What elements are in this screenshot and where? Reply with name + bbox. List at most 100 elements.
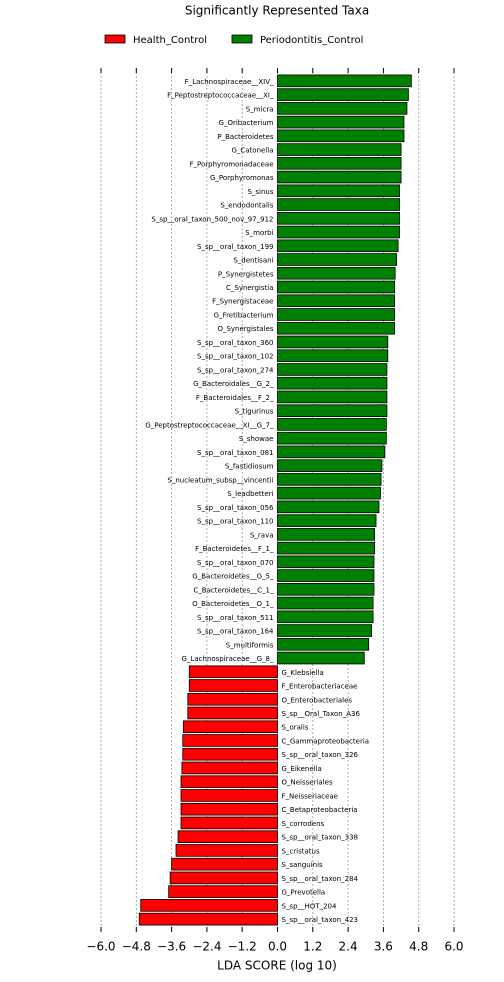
category-label: S_rava bbox=[250, 531, 274, 539]
bar bbox=[277, 486, 381, 500]
category-label: O_Bacteroidetes__O_1_ bbox=[192, 600, 274, 608]
bar bbox=[277, 610, 374, 624]
category-label: S_sp__Oral_Taxon_A36 bbox=[282, 710, 361, 718]
category-label: S_sp__oral_taxon_199 bbox=[197, 243, 273, 251]
bar bbox=[171, 857, 278, 871]
bar bbox=[277, 335, 389, 349]
bar bbox=[277, 294, 395, 308]
category-label: F_Neisseriaceae bbox=[282, 792, 338, 800]
bar bbox=[277, 308, 395, 321]
category-label: S_sp__oral_taxon_500_nov_97_912 bbox=[151, 215, 273, 223]
category-label: S_sanguinis bbox=[282, 861, 324, 869]
bar bbox=[277, 376, 388, 390]
bar bbox=[277, 157, 402, 170]
category-label: P_Bacteroidetes bbox=[217, 133, 273, 141]
category-label: S_endodontalis bbox=[220, 202, 273, 210]
category-label: P_Synergistetes bbox=[218, 270, 274, 278]
legend-swatch bbox=[104, 34, 126, 44]
x-tick-label: 6.0 bbox=[444, 940, 463, 954]
category-label: C_Betaproteobacteria bbox=[282, 806, 358, 814]
legend-swatch bbox=[231, 34, 253, 44]
legend-label: Periodontitis_Control bbox=[260, 35, 363, 46]
chart-title: Significantly Represented Taxa bbox=[185, 4, 369, 18]
category-label: S_leadbetteri bbox=[227, 490, 273, 498]
bar bbox=[277, 555, 375, 569]
bar bbox=[138, 912, 278, 926]
bar bbox=[277, 239, 399, 253]
bar bbox=[277, 253, 398, 266]
bar bbox=[277, 541, 375, 555]
x-axis-label: LDA SCORE (log 10) bbox=[217, 959, 337, 973]
category-label: G_Fretibacterium bbox=[214, 311, 274, 319]
category-label: F_Peptostreptococcaceae__XI_ bbox=[167, 92, 274, 100]
bar bbox=[188, 679, 278, 692]
bar bbox=[277, 637, 370, 651]
bar bbox=[182, 720, 278, 734]
category-label: G_Eikenella bbox=[282, 765, 322, 773]
bar bbox=[277, 129, 405, 143]
bar bbox=[277, 390, 388, 404]
category-label: S_sp__oral_taxon_164 bbox=[197, 628, 274, 636]
bar bbox=[277, 569, 375, 582]
category-label: F_Synergistaceae bbox=[212, 298, 273, 306]
x-tick-label: −4.8 bbox=[122, 940, 151, 954]
bar bbox=[277, 170, 402, 184]
x-tick-label: −1.2 bbox=[228, 940, 257, 954]
category-label: S_sp__oral_taxon_284 bbox=[282, 875, 359, 883]
x-tick-label: −2.4 bbox=[192, 940, 221, 954]
category-label: G_Klebsiella bbox=[282, 669, 324, 677]
category-label: S_nucleatum_subsp__vincentii bbox=[167, 476, 273, 484]
bar bbox=[277, 280, 395, 294]
bar bbox=[180, 816, 278, 830]
bar bbox=[277, 143, 402, 156]
x-tick-label: 4.8 bbox=[409, 940, 428, 954]
category-label: S_oralis bbox=[282, 724, 309, 732]
category-label: C_Bacteroidetes__C_1_ bbox=[193, 586, 274, 594]
bar bbox=[277, 349, 389, 363]
bar bbox=[169, 871, 278, 885]
bar bbox=[277, 88, 409, 101]
bar bbox=[277, 418, 387, 431]
bar bbox=[277, 211, 400, 225]
category-label: G_Peptostreptococcaceae__XI__G_7_ bbox=[145, 421, 274, 429]
category-label: G_Oribacterium bbox=[219, 119, 274, 127]
bar bbox=[277, 596, 374, 610]
bar bbox=[277, 321, 395, 335]
category-label: S_sp__HOT_204 bbox=[282, 902, 337, 910]
bar bbox=[180, 775, 278, 789]
x-tick-label: −6.0 bbox=[86, 940, 115, 954]
bar bbox=[182, 747, 278, 761]
bar bbox=[277, 115, 405, 129]
category-label: C_Gammaproteobacteria bbox=[282, 737, 370, 745]
category-label: S_sp__oral_taxon_102 bbox=[197, 353, 273, 361]
category-label: G_Bacteroidales__G_2_ bbox=[193, 380, 274, 388]
category-label: G_Porphyromonas bbox=[210, 174, 274, 182]
category-label: S_sp__oral_taxon_326 bbox=[282, 751, 359, 759]
category-label: S_sp__oral_taxon_511 bbox=[197, 614, 273, 622]
bar bbox=[277, 404, 388, 417]
category-label: S_sp__oral_taxon_070 bbox=[197, 559, 273, 567]
category-label: F_Bacteroidales__F_2_ bbox=[196, 394, 274, 402]
category-label: F_Enterobacteriaceae bbox=[282, 683, 358, 691]
category-label: S_fastidiosum bbox=[225, 463, 274, 471]
bar bbox=[181, 761, 278, 775]
bar bbox=[140, 899, 278, 912]
category-label: G_Prevotella bbox=[282, 889, 326, 897]
x-tick-label: −3.6 bbox=[157, 940, 186, 954]
category-label: S_micra bbox=[246, 105, 274, 113]
category-label: S_cristatus bbox=[282, 847, 320, 855]
bar bbox=[182, 734, 278, 747]
category-label: O_Synergistales bbox=[217, 325, 273, 333]
bar bbox=[188, 665, 278, 679]
category-label: S_multiformis bbox=[226, 641, 274, 649]
bar bbox=[177, 830, 278, 843]
bar bbox=[277, 459, 383, 472]
bar bbox=[168, 885, 278, 898]
category-label: C_Synergistia bbox=[226, 284, 274, 292]
category-label: S_sp__oral_taxon_360 bbox=[197, 339, 273, 347]
bar bbox=[277, 431, 387, 445]
x-tick-label: 2.4 bbox=[339, 940, 358, 954]
category-label: O_Enterobacteriales bbox=[282, 696, 353, 704]
category-label: S_corrodens bbox=[282, 820, 325, 828]
